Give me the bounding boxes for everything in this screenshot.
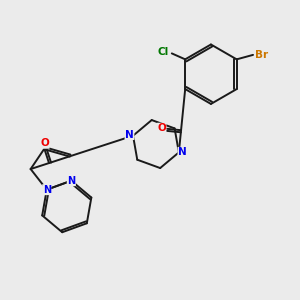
Text: O: O bbox=[157, 123, 166, 133]
Text: N: N bbox=[67, 176, 75, 186]
Text: N: N bbox=[178, 147, 187, 158]
Text: Cl: Cl bbox=[157, 47, 169, 57]
Text: Br: Br bbox=[255, 50, 268, 60]
Text: O: O bbox=[40, 138, 49, 148]
Text: N: N bbox=[43, 185, 51, 195]
Text: N: N bbox=[125, 130, 134, 140]
